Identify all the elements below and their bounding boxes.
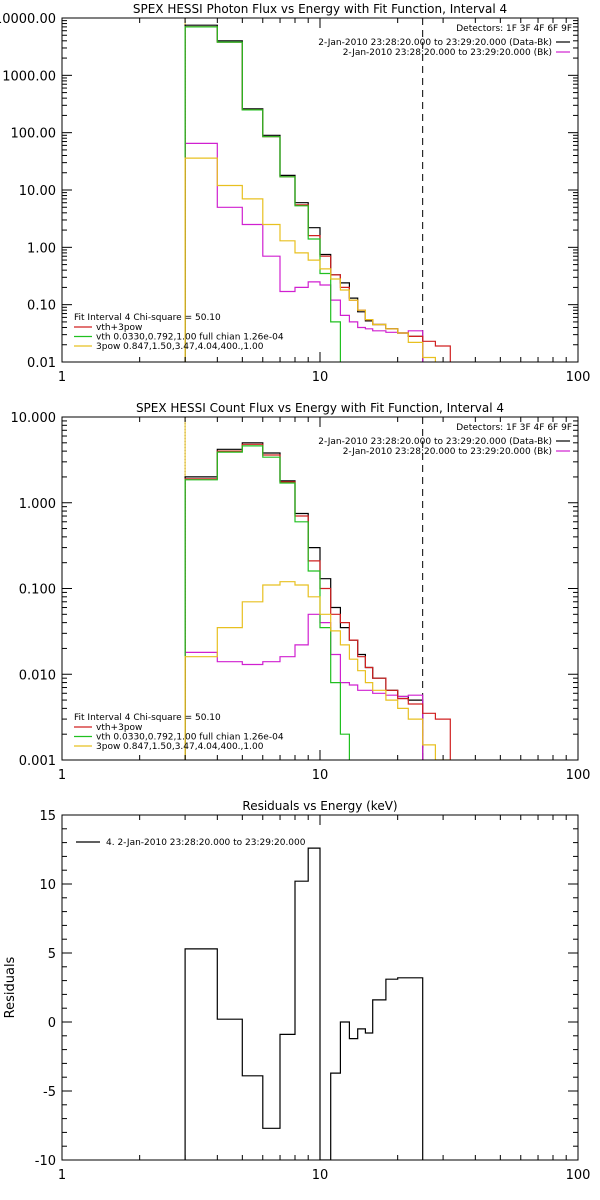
y-tick-label: 0.010 — [19, 668, 56, 683]
series-group — [184, 847, 424, 1160]
legend-entry-label: 3pow 0.847,1.50,3.47,4.04,400.,1.00 — [96, 742, 264, 752]
legend-entry-label: 2-Jan-2010 23:28:20.000 to 23:29:20.000 … — [343, 447, 552, 457]
y-tick-label: 10 — [39, 878, 56, 893]
legend-entry-label: 2-Jan-2010 23:28:20.000 to 23:29:20.000 … — [318, 437, 552, 447]
detectors-label: Detectors: 1F 3F 4F 6F 9F — [456, 24, 572, 34]
x-tick-label: 10 — [312, 768, 329, 783]
x-tick-label: 10 — [312, 1168, 329, 1183]
legend-top-right: Detectors: 1F 3F 4F 6F 9F 2-Jan-2010 23:2… — [318, 24, 572, 58]
series-vth-3pow — [184, 26, 451, 362]
y-tick-label: 1000.00 — [2, 69, 56, 84]
y-tick-label: 1.00 — [27, 241, 56, 256]
legend-residuals: 4. 2-Jan-2010 23:28:20.000 to 23:29:20.0… — [76, 838, 306, 848]
y-axis: 0.001 0.010 0.100 1.000 10.000 — [11, 411, 578, 769]
y-tick-label: -10 — [35, 1154, 56, 1169]
plot-frame — [61, 17, 579, 363]
series-vth — [184, 26, 341, 362]
x-axis: 1 10 100 — [58, 417, 591, 783]
series-vth — [184, 445, 350, 760]
legend-entry-label: vth 0.0330,0.792,1.00 full chian 1.26e-0… — [96, 333, 284, 343]
y-tick-label: 0.100 — [19, 583, 56, 598]
x-tick-label: 100 — [566, 1168, 591, 1183]
chart-title: Residuals vs Energy (keV) — [242, 799, 397, 813]
x-tick-label: 100 — [566, 370, 591, 385]
y-tick-label: 10.000 — [11, 411, 57, 426]
legend-entry-label: vth 0.0330,0.792,1.00 full chian 1.26e-0… — [96, 733, 284, 743]
legend-top-right: Detectors: 1F 3F 4F 6F 9F 2-Jan-2010 23:2… — [318, 423, 572, 457]
legend-fit: Fit Interval 4 Chi-square = 50.10vth+3po… — [74, 713, 284, 752]
series-3pow — [184, 581, 451, 760]
fit-info: Fit Interval 4 Chi-square = 50.10 — [74, 313, 221, 323]
y-tick-label: 15 — [39, 809, 56, 824]
y-tick-label: 10.00 — [19, 184, 56, 199]
x-tick-label: 1 — [58, 370, 66, 385]
y-tick-label: 1.000 — [19, 497, 56, 512]
fit-info: Fit Interval 4 Chi-square = 50.10 — [74, 713, 221, 723]
detectors-label: Detectors: 1F 3F 4F 6F 9F — [456, 423, 572, 433]
chart-panel-1: SPEX HESSI Photon Flux vs Energy with Fi… — [0, 2, 590, 385]
x-tick-label: 1 — [58, 768, 66, 783]
series-group — [184, 24, 451, 362]
series-residuals — [184, 847, 424, 1160]
legend-entry-label: 2-Jan-2010 23:28:20.000 to 23:29:20.000 … — [343, 48, 552, 58]
y-tick-label: 0 — [48, 1016, 56, 1031]
y-tick-label: 100.00 — [11, 127, 57, 142]
legend-fit: Fit Interval 4 Chi-square = 50.10vth+3po… — [74, 313, 284, 352]
y-tick-label: -5 — [43, 1085, 56, 1100]
y-tick-label: 5 — [48, 947, 56, 962]
legend-entry-label: 4. 2-Jan-2010 23:28:20.000 to 23:29:20.0… — [106, 838, 306, 848]
y-tick-label: 10000.00 — [0, 12, 56, 27]
chart-panel-2: SPEX HESSI Count Flux vs Energy with Fit… — [11, 401, 591, 783]
legend-entry-label: vth+3pow — [96, 723, 142, 733]
x-axis: 1 10 100 — [58, 815, 591, 1183]
x-tick-label: 1 — [58, 1168, 66, 1183]
y-axis-label: Residuals — [3, 956, 18, 1018]
x-tick-label: 100 — [566, 768, 591, 783]
series-bk — [184, 142, 424, 362]
legend-entry-label: 3pow 0.847,1.50,3.47,4.04,400.,1.00 — [96, 342, 264, 352]
legend-entry-label: 2-Jan-2010 23:28:20.000 to 23:29:20.000 … — [318, 38, 552, 48]
chart-title: SPEX HESSI Photon Flux vs Energy with Fi… — [133, 2, 507, 16]
x-tick-label: 10 — [312, 370, 329, 385]
legend-entry-label: vth+3pow — [96, 323, 142, 333]
y-tick-label: 0.01 — [27, 356, 56, 371]
x-axis: 1 10 100 — [58, 18, 591, 385]
y-axis: -10 -5 0 5 10 15 — [35, 809, 578, 1169]
y-tick-label: 0.10 — [27, 299, 56, 314]
y-axis: 0.01 0.10 1.00 10.00 100.00 1000.00 10000.00 — [0, 12, 578, 371]
series-vth-3pow — [184, 443, 451, 760]
chart-panel-3: Residuals vs Energy (keV) 1 10 100 -10 -5 0 5 10… — [3, 799, 590, 1183]
y-tick-label: 0.001 — [19, 754, 56, 769]
series-3pow — [184, 157, 436, 362]
series-group — [184, 442, 451, 760]
chart-title: SPEX HESSI Count Flux vs Energy with Fit… — [136, 401, 504, 415]
